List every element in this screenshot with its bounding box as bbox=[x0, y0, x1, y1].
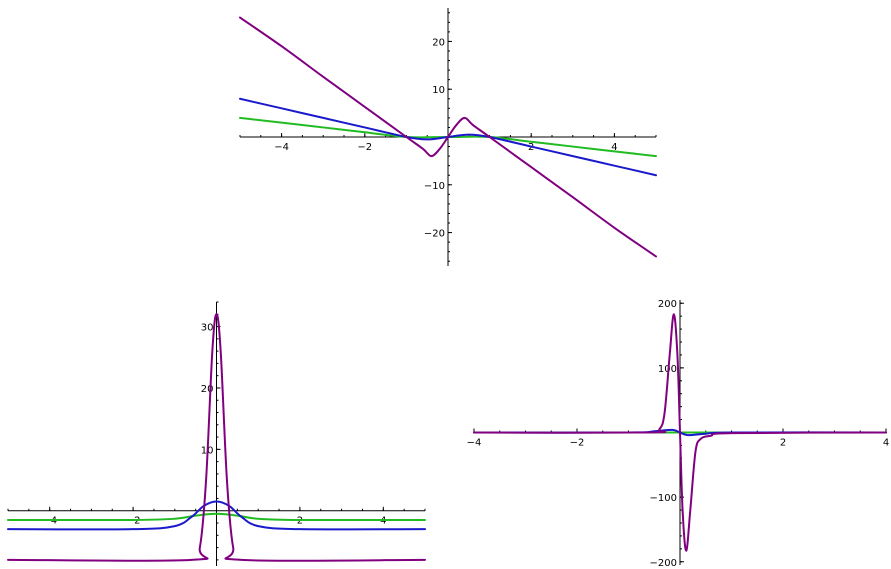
x-tick-label: 4 bbox=[380, 516, 386, 527]
x-tick-label: −2 bbox=[357, 142, 372, 153]
x-tick-label: 4 bbox=[611, 142, 617, 153]
y-tick-label: 100 bbox=[658, 364, 677, 375]
x-tick-label: −2 bbox=[126, 516, 141, 527]
x-tick-label: −4 bbox=[42, 516, 57, 527]
x-tick-label: −4 bbox=[467, 438, 482, 449]
y-tick-label: −20 bbox=[424, 229, 445, 240]
chart-3: −4 −2 2 4 −200 −100 100 200 bbox=[467, 299, 890, 569]
series-line-2 bbox=[7, 500, 426, 531]
y-tick-label: 10 bbox=[432, 85, 445, 96]
y-tick-label: 20 bbox=[432, 37, 445, 48]
x-tick-label: −4 bbox=[274, 142, 289, 153]
x-tick-label: 2 bbox=[297, 516, 303, 527]
y-tick-label: −10 bbox=[424, 181, 445, 192]
y-tick-label: 20 bbox=[201, 384, 214, 395]
series-line-3 bbox=[239, 16, 657, 258]
y-tick-label: −100 bbox=[650, 493, 677, 504]
y-tick-label: 200 bbox=[658, 299, 677, 310]
y-tick-label: 30 bbox=[201, 323, 214, 334]
series-line-3 bbox=[473, 313, 887, 552]
y-tick-label: −200 bbox=[650, 558, 677, 569]
x-tick-label: 4 bbox=[883, 438, 889, 449]
x-tick-label: 2 bbox=[780, 438, 786, 449]
x-tick-label: −2 bbox=[570, 438, 585, 449]
series-line-3 bbox=[7, 313, 426, 562]
series-line-1 bbox=[7, 512, 426, 522]
